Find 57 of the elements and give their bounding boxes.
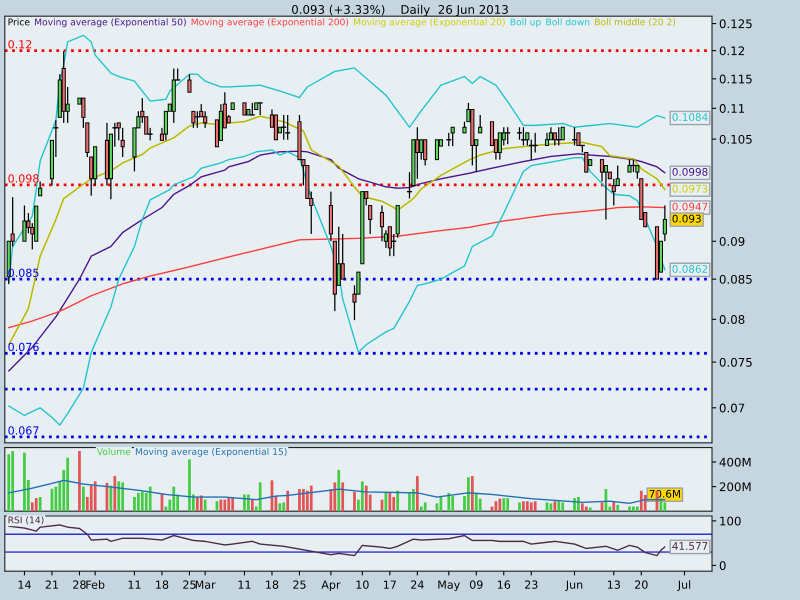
x-tick-label: 18: [156, 580, 168, 589]
x-tick-label: 28: [73, 580, 86, 589]
x-tick-label: 24: [411, 580, 424, 589]
ref-line-label: 0.067: [8, 426, 38, 435]
text: Boll down: [546, 18, 590, 26]
text: Moving average (Exponential 20): [354, 18, 505, 28]
x-tick-label: 23: [525, 580, 538, 589]
x-tick-label: 11: [238, 580, 251, 589]
series-label: RSI (14): [8, 516, 44, 524]
y-tick-label: 0.09: [720, 236, 744, 246]
y-tick-label: 100: [720, 516, 741, 526]
x-tick-label: 13: [608, 580, 620, 589]
data-label: 0.0973: [672, 184, 708, 193]
x-tick-label: 14: [18, 580, 31, 589]
text: Moving average (Exponential 200): [192, 18, 348, 28]
y-tick-label: 0.08: [720, 315, 744, 324]
x-tick-label: 11: [128, 580, 140, 589]
x-tick-label: 18: [266, 580, 278, 589]
y-tick-label: 0.12: [720, 46, 744, 56]
text: Moving average (Exponential 15): [136, 448, 287, 457]
annotation: 0.093: [672, 214, 701, 223]
y-tick-label: 0.075: [720, 358, 752, 367]
data-label: 41.577: [672, 542, 708, 550]
y-tick-label: 0: [720, 561, 726, 570]
x-tick-label: Mar: [196, 580, 216, 589]
y-tick-label: 0.11: [720, 104, 744, 113]
x-tick-label: 10: [356, 580, 369, 589]
y-tick-label: 0.125: [720, 19, 752, 28]
x-tick-label: May: [438, 580, 460, 591]
x-tick-label: Jul: [677, 580, 690, 591]
y-tick-label: 0.115: [720, 74, 752, 84]
x-tick-label: Jun: [565, 580, 582, 591]
text: Moving average (Exponential 50): [35, 18, 186, 28]
x-tick-label: 20: [635, 580, 648, 589]
data-label: 0.0862: [672, 265, 708, 273]
y-tick-label: 0.07: [720, 404, 744, 412]
x-tick-label: Feb: [86, 580, 104, 589]
text: Price: [8, 18, 30, 26]
x-tick-label: 17: [384, 580, 396, 589]
x-tick-label: 25: [293, 580, 306, 589]
chart-title: 0.093 (+3.33%) Daily 26 Jun 2013: [292, 4, 508, 16]
data-label: 0.0947: [672, 202, 708, 211]
data-label: 0.1084: [672, 113, 708, 122]
y-tick-label: 200M: [720, 482, 751, 492]
ref-line-label: 0.12: [8, 40, 32, 48]
x-tick-label: 21: [46, 580, 58, 589]
series-label: Volume: [96, 448, 130, 456]
x-tick-label: Apr: [321, 580, 341, 591]
data-label: 0.0998: [672, 168, 708, 176]
x-tick-label: 16: [498, 580, 510, 589]
x-tick-label: 25: [183, 580, 196, 589]
y-tick-label: 0.085: [720, 274, 752, 284]
text: Boll up: [510, 18, 541, 28]
y-tick-label: 0.105: [720, 134, 752, 144]
text: Boll middle (20 2): [595, 18, 676, 27]
x-tick-label: 09: [470, 580, 483, 589]
y-tick-label: 400M: [720, 458, 751, 467]
